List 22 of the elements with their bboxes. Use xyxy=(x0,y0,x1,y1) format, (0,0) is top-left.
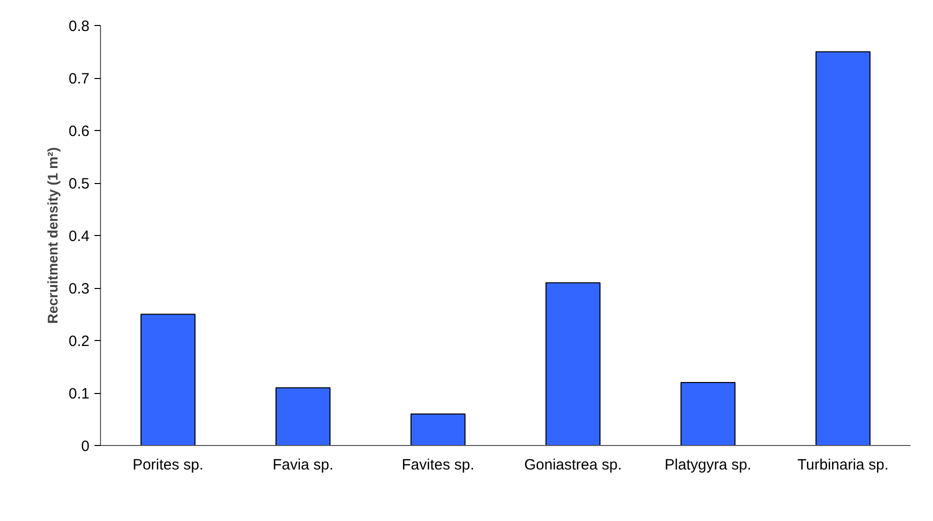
x-tick-label: Porites sp. xyxy=(132,456,204,474)
x-tick-label: Favia sp. xyxy=(272,456,334,474)
bar xyxy=(140,314,196,446)
bar xyxy=(680,382,736,446)
x-tick-label: Favites sp. xyxy=(402,456,474,474)
y-axis-title: Recruitment density (1 m²) xyxy=(44,147,61,324)
y-tick-label: 0.7 xyxy=(68,70,90,88)
y-tick-label: 0.3 xyxy=(68,280,90,298)
y-tick-label: 0.4 xyxy=(68,228,90,245)
bar xyxy=(816,51,870,446)
x-tick-label: Turbinaria sp. xyxy=(797,456,889,474)
y-tick-label: 0.1 xyxy=(68,386,90,402)
x-tick-label: Goniastrea sp. xyxy=(524,456,622,474)
bar xyxy=(546,282,600,446)
bar xyxy=(410,414,466,446)
bar xyxy=(276,387,330,446)
y-tick-label: 0.6 xyxy=(68,123,90,140)
y-tick-label: 0.5 xyxy=(68,176,90,192)
x-tick-label: Platygyra sp. xyxy=(664,456,752,474)
y-tick-label: 0 xyxy=(81,438,90,455)
y-tick-label: 0.2 xyxy=(68,333,90,350)
y-tick-label: 0.8 xyxy=(68,18,90,35)
